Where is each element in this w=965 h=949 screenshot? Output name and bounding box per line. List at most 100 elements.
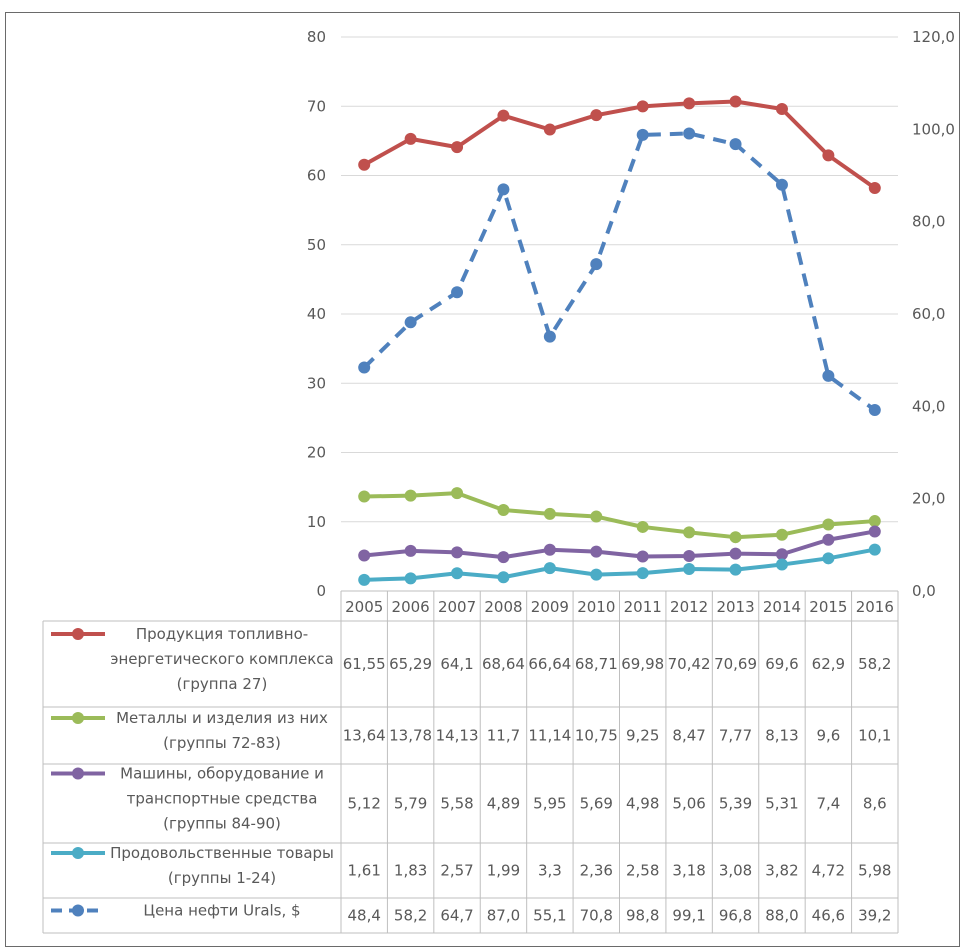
legend-series-name: энергетического комплекса xyxy=(110,650,333,668)
y-left-tick-label: 0 xyxy=(316,582,326,600)
data-label: 5,69 xyxy=(580,795,613,813)
data-point xyxy=(822,533,835,546)
legend-series-name: Продовольственные товары xyxy=(110,844,334,862)
data-label: 8,6 xyxy=(863,795,887,813)
data-point xyxy=(358,573,371,586)
x-tick-label: 2007 xyxy=(438,598,476,616)
data-point xyxy=(729,138,742,151)
x-tick-label: 2013 xyxy=(716,598,754,616)
legend-series-name: (группы 84-90) xyxy=(163,815,281,833)
y-right-tick-label: 40,0 xyxy=(912,397,945,415)
data-label: 13,78 xyxy=(389,727,432,745)
y-right-tick-label: 80,0 xyxy=(912,213,945,231)
y-left-tick-label: 50 xyxy=(307,236,326,254)
data-point xyxy=(729,531,742,544)
data-point xyxy=(775,178,788,191)
data-label: 5,58 xyxy=(440,795,473,813)
data-label: 11,14 xyxy=(528,727,571,745)
legend-series-name: (группы 72-83) xyxy=(163,734,281,752)
data-label: 55,1 xyxy=(533,907,566,925)
y-left-tick-label: 30 xyxy=(307,374,326,392)
data-point xyxy=(775,548,788,561)
data-label: 68,71 xyxy=(575,655,618,673)
data-point xyxy=(683,526,696,539)
data-label: 3,3 xyxy=(538,862,562,880)
series-line xyxy=(364,491,875,540)
data-label: 3,82 xyxy=(765,862,798,880)
data-point xyxy=(822,149,835,162)
data-label: 46,6 xyxy=(812,907,845,925)
x-tick-label: 2016 xyxy=(856,598,894,616)
data-label: 5,06 xyxy=(672,795,705,813)
data-point xyxy=(636,100,649,113)
x-tick-label: 2011 xyxy=(624,598,662,616)
data-label: 64,7 xyxy=(440,907,473,925)
data-label: 3,18 xyxy=(672,862,705,880)
data-point xyxy=(729,547,742,560)
data-point xyxy=(775,528,788,541)
data-point xyxy=(451,286,464,299)
data-label: 8,13 xyxy=(765,727,798,745)
data-point xyxy=(683,562,696,575)
y-left-tick-label: 10 xyxy=(307,513,326,531)
x-tick-label: 2008 xyxy=(484,598,522,616)
data-label: 8,47 xyxy=(672,727,705,745)
data-point xyxy=(358,490,371,503)
data-point xyxy=(543,507,556,520)
data-point xyxy=(590,258,603,271)
legend-key-marker xyxy=(72,767,84,780)
legend-key-marker xyxy=(72,628,84,640)
data-point xyxy=(590,510,603,523)
data-label: 11,7 xyxy=(487,727,520,745)
data-label: 87,0 xyxy=(487,907,520,925)
data-point xyxy=(543,543,556,556)
data-point xyxy=(636,550,649,563)
y-right-tick-label: 0,0 xyxy=(912,582,936,600)
data-point xyxy=(451,487,464,500)
data-point xyxy=(590,109,603,122)
data-label: 96,8 xyxy=(719,907,752,925)
series-line xyxy=(364,529,876,560)
data-point xyxy=(868,525,881,538)
legend-key-marker xyxy=(72,904,84,917)
data-point xyxy=(822,518,835,531)
legend-series-name: Машины, оборудование и xyxy=(120,765,324,783)
legend-series-name: (группы 1-24) xyxy=(168,869,276,887)
data-label: 5,31 xyxy=(765,795,798,813)
data-label: 98,8 xyxy=(626,907,659,925)
data-label: 70,69 xyxy=(714,655,757,673)
data-label: 61,55 xyxy=(343,655,386,673)
x-tick-label: 2006 xyxy=(392,598,430,616)
x-tick-label: 2015 xyxy=(809,598,847,616)
data-label: 4,72 xyxy=(812,862,845,880)
data-point xyxy=(868,543,881,556)
data-point xyxy=(683,127,696,140)
data-label: 1,83 xyxy=(394,862,427,880)
data-point xyxy=(543,123,556,136)
data-point xyxy=(729,95,742,108)
legend-key-marker xyxy=(72,847,84,859)
y-right-tick-label: 20,0 xyxy=(912,490,945,508)
x-tick-label: 2014 xyxy=(763,598,801,616)
data-label: 2,36 xyxy=(580,862,613,880)
data-label: 58,2 xyxy=(394,907,427,925)
data-point xyxy=(683,549,696,562)
data-point xyxy=(590,545,603,558)
data-label: 66,64 xyxy=(528,655,571,673)
data-point xyxy=(404,572,417,585)
data-label: 70,8 xyxy=(580,907,613,925)
data-label: 48,4 xyxy=(348,907,381,925)
data-point xyxy=(497,551,510,564)
data-point xyxy=(451,141,464,154)
data-point xyxy=(822,552,835,565)
data-label: 1,61 xyxy=(348,862,381,880)
data-label: 62,9 xyxy=(812,655,845,673)
legend-series-name: Металлы и изделия из них xyxy=(116,709,328,727)
data-point xyxy=(868,515,881,528)
series-line xyxy=(364,547,876,582)
data-point xyxy=(404,316,417,329)
data-point xyxy=(590,568,603,581)
data-point xyxy=(543,330,556,343)
data-label: 5,79 xyxy=(394,795,427,813)
